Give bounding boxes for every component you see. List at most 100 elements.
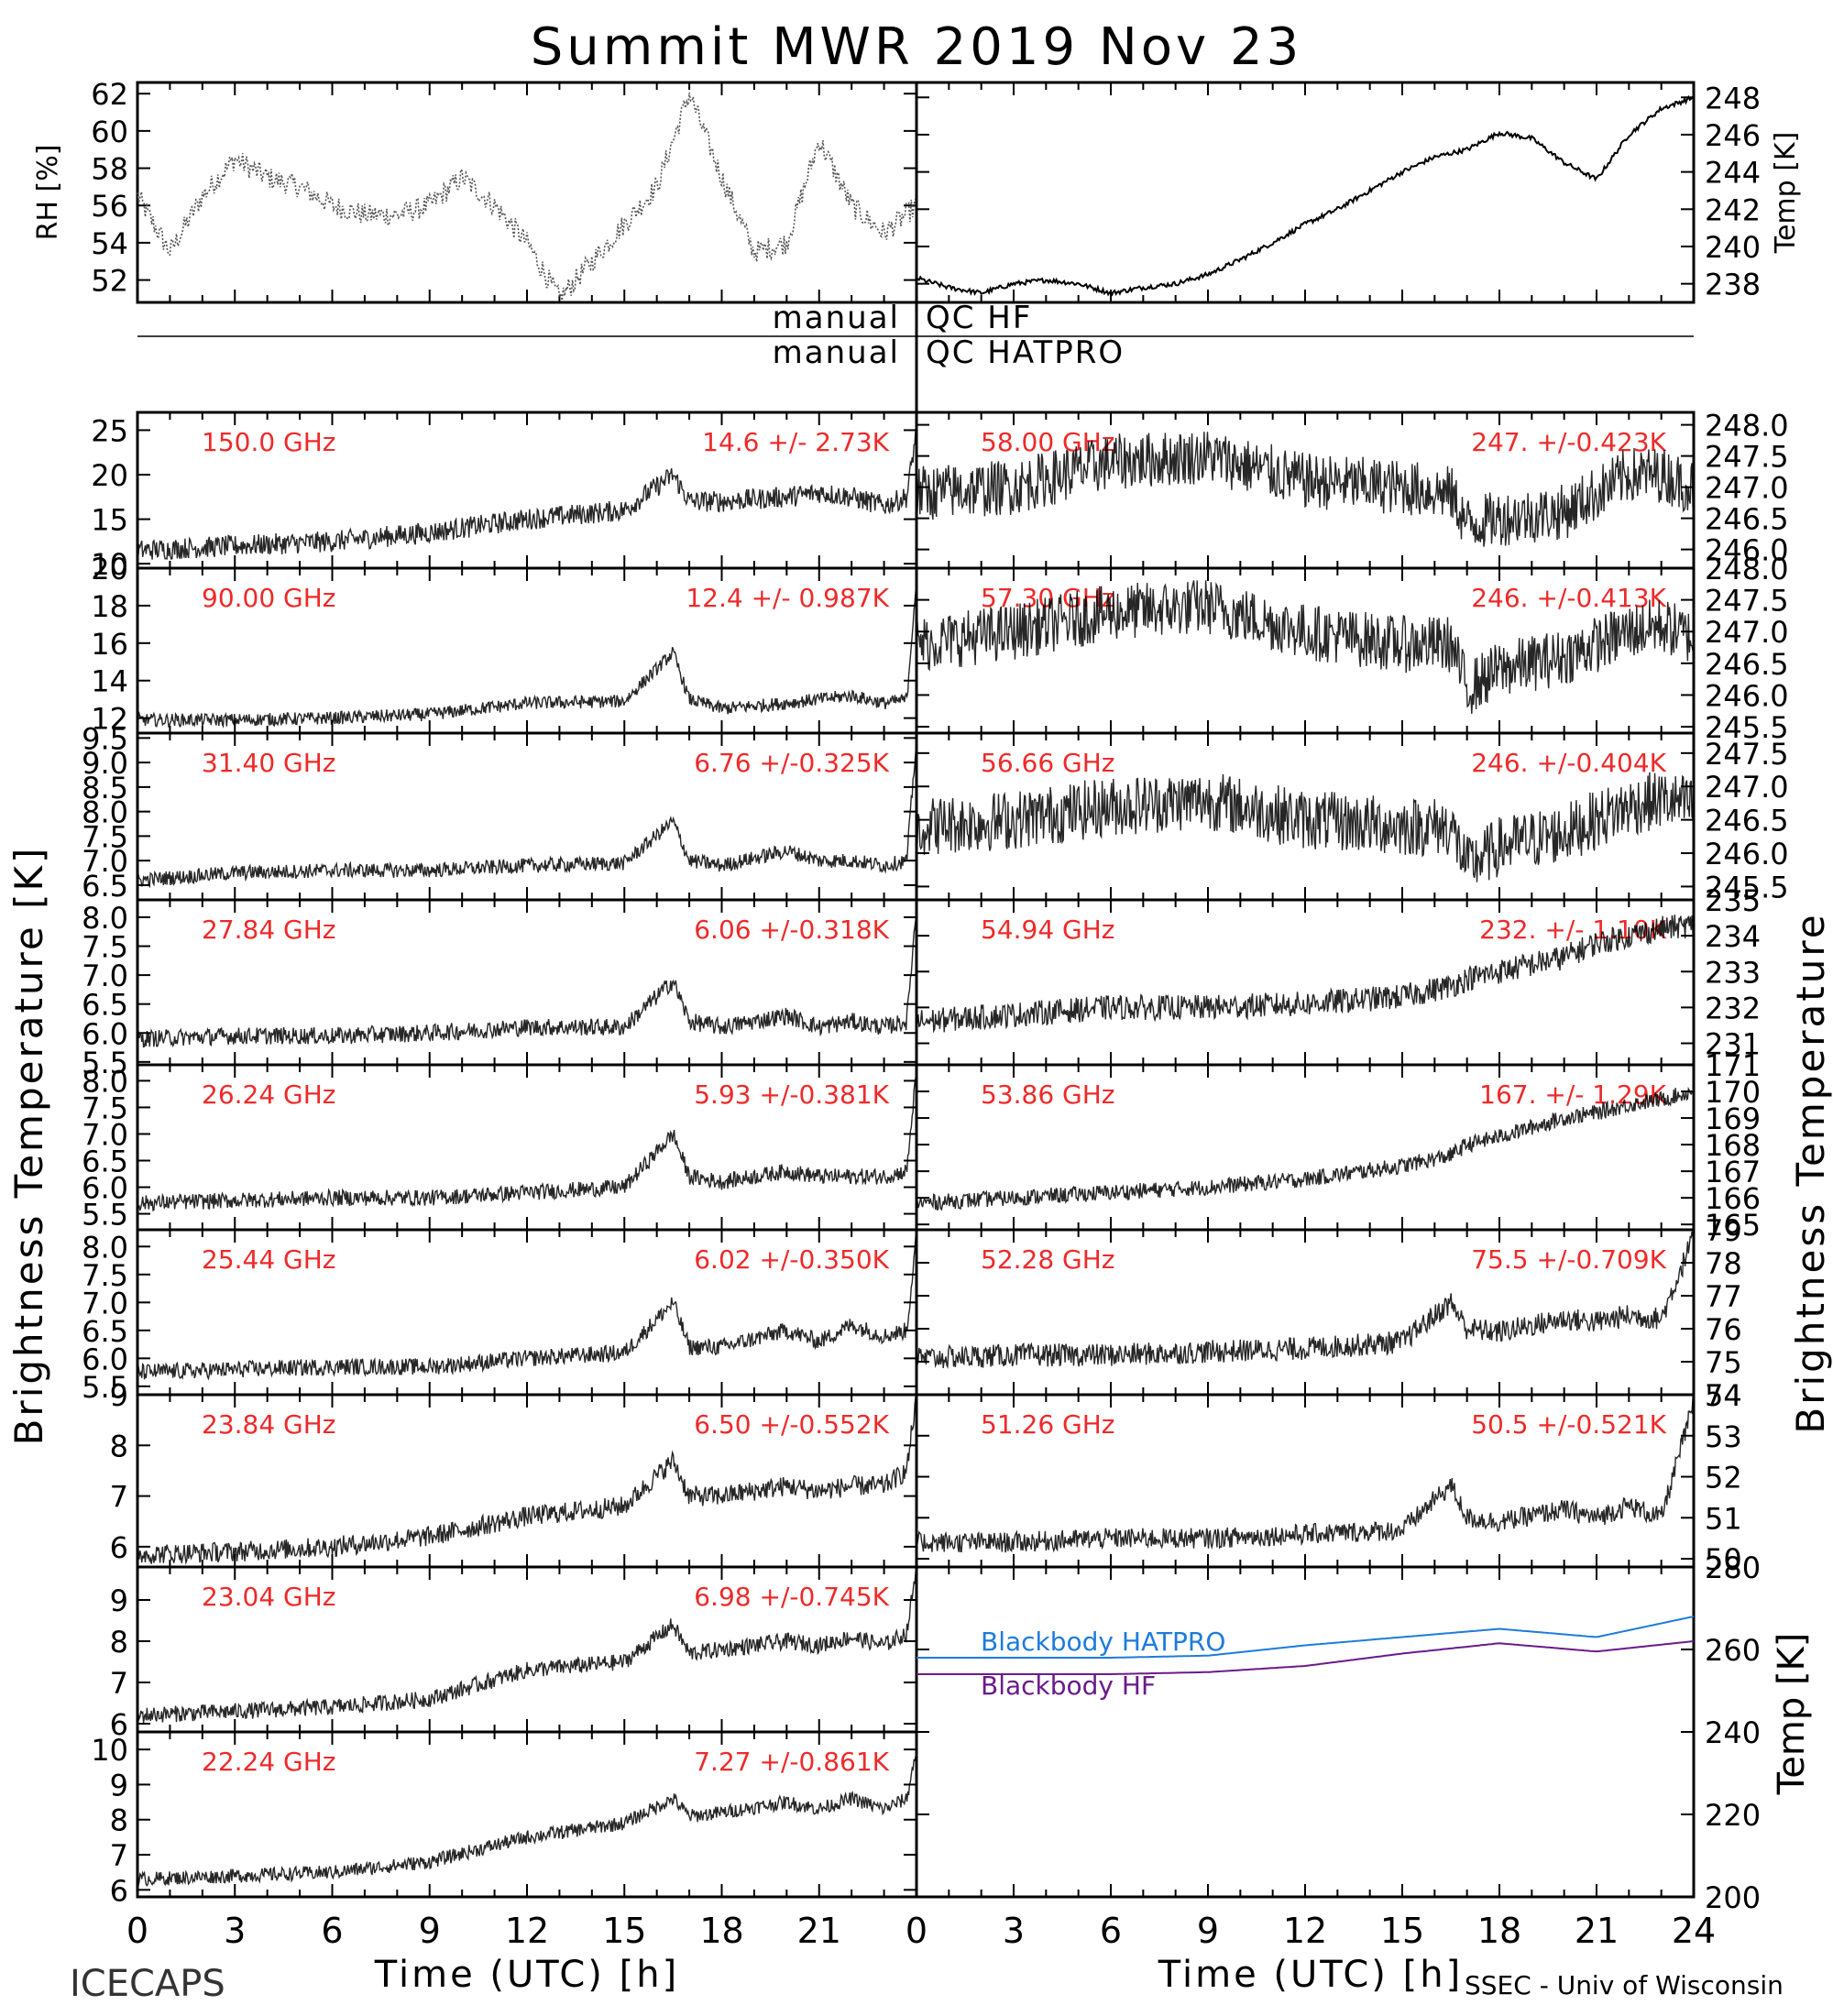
y-tick-label: 20 [91,458,128,493]
y-tick-label: 240 [1705,1715,1761,1750]
qc-rows: manual QC HF manual QC HATPRO [137,300,1694,412]
y-tick-label: 60 [91,115,128,149]
x-tick-label-right: 12 [1283,1911,1327,1951]
x-tick-label-left: 9 [419,1911,441,1951]
y-tick-label: 9 [110,1768,128,1802]
y-tick-label: 18 [91,589,128,624]
panel-bb: 200 220 240 260 280 Temp [K] Blackbody HATPRO B… [915,1550,1813,1915]
y-tick-label: 6 [110,1530,128,1565]
y-tick-label: 53 [1705,1419,1742,1454]
x-tick-label-right: 6 [1100,1911,1122,1951]
y-tick-label: 167 [1705,1155,1761,1189]
y-tick-label: 8.5 [82,771,128,805]
y-tick-label: 246.0 [1705,678,1789,713]
y-tick-label: 166 [1705,1181,1761,1216]
channel-label: 31.40 GHz [202,748,336,778]
channel-stat: 6.06 +/-0.318K [694,915,889,945]
footer-left: ICECAPS [70,1963,225,2005]
y-tick-label: 6.0 [82,1342,128,1376]
x-tick-label-left: 3 [224,1911,246,1951]
channel-series [916,772,1695,882]
channel-stat: 246. +/-0.404K [1471,748,1666,778]
panel-f3140: 6.57.07.58.08.59.09.5 31.40 GHz 6.76 +/-0.… [82,721,918,904]
y-tick-label: 6.5 [82,1314,128,1349]
channel-series [137,1396,916,1565]
y-tick-label: 247.5 [1705,584,1789,619]
x-tick-label-left: 15 [602,1911,646,1951]
y-tick-label: 9 [110,1583,128,1618]
channel-series [137,428,917,561]
y-tick-label: 6.0 [82,1171,128,1206]
y-tick-label: 247.0 [1705,471,1789,506]
panel-f5126: 50 51 52 53 54 51.26 GHz 50.5 +/-0.521K [915,1378,1742,1577]
y-tick-label: 8.0 [82,901,128,936]
y-axis-label-left: Brightness Temperature [K] [6,846,51,1446]
y-tick-label: 244 [1705,156,1761,191]
y-tick-label: 9.5 [82,721,128,756]
y-tick-label: 6 [110,1873,128,1908]
y-tick-label: 7 [110,1666,128,1701]
y-tick-label: 247.0 [1705,615,1789,650]
x-tick-label-left: 0 [126,1911,148,1951]
y-tick-label: 232 [1705,991,1761,1025]
y-tick-label: 171 [1705,1048,1761,1083]
channel-label: 58.00 GHz [981,427,1115,457]
channel-label: 52.28 GHz [981,1244,1115,1275]
channel-series [137,1066,917,1212]
x-tick-label-right: 24 [1672,1911,1716,1951]
channel-series [916,1396,1695,1553]
channel-stat: 7.27 +/-0.861K [694,1747,889,1777]
x-axis-label-right: Time (UTC) [h] [1158,1954,1463,1996]
y-tick-label: 6.5 [82,869,128,904]
channel-label: 51.26 GHz [981,1409,1115,1440]
y-tick-label: 247.0 [1705,770,1789,805]
y-tick-label: 7 [110,1480,128,1515]
y-tick-label: 20 [91,552,128,586]
y-tick-label: 233 [1705,955,1761,990]
channel-label: 23.04 GHz [202,1582,336,1612]
channel-stat: 6.76 +/-0.325K [694,748,889,778]
qc-row-right: QC HATPRO [926,334,1125,371]
y-tick-label: 74 [1705,1378,1742,1413]
y-tick-label: 62 [91,77,128,112]
channel-series [137,904,917,1048]
x-tick-label-right: 21 [1575,1911,1619,1951]
y-tick-label: 77 [1705,1279,1742,1314]
y-tick-label: 8.0 [82,795,128,830]
y-tick-label: 16 [91,627,128,662]
channel-label: 23.84 GHz [202,1409,336,1440]
y-tick-label: 7.0 [82,1117,128,1152]
y-tick-label: 54 [91,226,128,261]
y-axis-label-right: Brightness Temperature [1788,912,1833,1433]
y-tick-label: 165 [1705,1208,1761,1243]
y-tick-label: 7.5 [82,1258,128,1293]
qc-row-left: manual [773,334,900,371]
channel-series [137,1231,917,1381]
channel-series [916,1086,1695,1211]
y-tick-label: 247.5 [1705,737,1789,772]
channel-series [137,1750,917,1887]
y-tick-label: 7.0 [82,959,128,993]
y-tick-label: 54 [1705,1378,1742,1413]
panel-f2624: 5.56.06.57.07.58.0 26.24 GHz 5.93 +/-0.381… [82,1063,918,1233]
y-tick-label: 8 [110,1625,128,1660]
channel-series [137,1571,917,1724]
y-tick-label: 8.0 [82,1230,128,1265]
y-tick-label: 170 [1705,1075,1761,1110]
y-tick-label: 51 [1705,1501,1742,1536]
channel-stat: 12.4 +/- 0.987K [686,583,889,613]
y-tick-label: 246 [1705,118,1761,153]
y-tick-label: 242 [1705,192,1761,227]
temp_top-series [916,94,1695,297]
y-tick-label: 231 [1705,1027,1761,1062]
y-tick-label: 5.5 [82,1046,128,1080]
y-tick-label: 247.5 [1705,440,1789,475]
channel-label: 150.0 GHz [202,427,336,457]
channel-label: 22.24 GHz [202,1747,336,1777]
y-tick-label: 169 [1705,1101,1761,1136]
x-tick-label-left: 6 [321,1911,343,1951]
y-tick-label: 248.0 [1705,552,1789,586]
